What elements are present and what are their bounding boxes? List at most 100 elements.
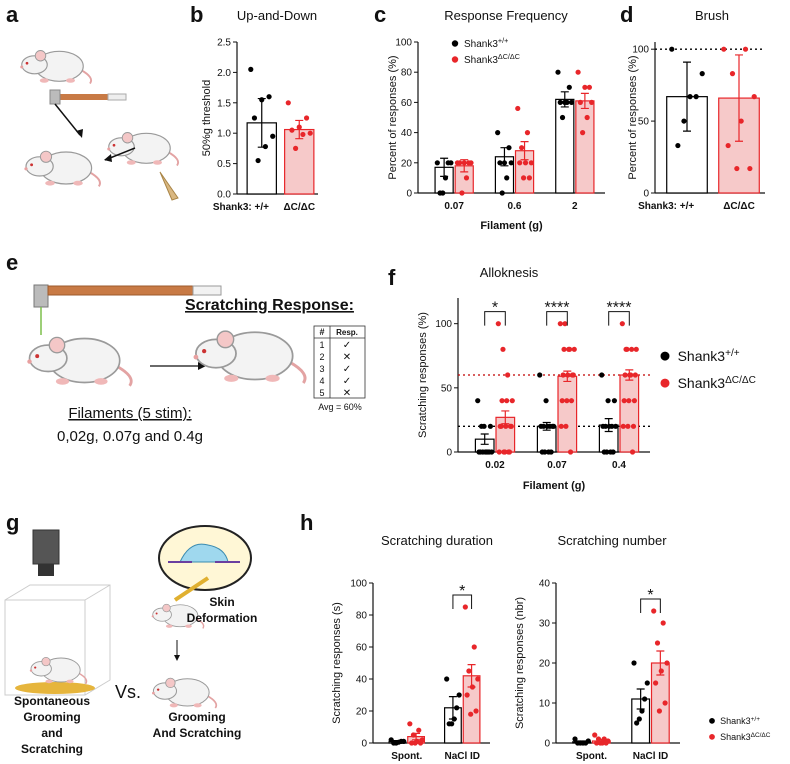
data-point <box>307 130 313 136</box>
table-cell: ✓ <box>343 340 351 351</box>
data-point <box>444 676 450 682</box>
data-point <box>475 398 481 404</box>
data-point <box>621 398 627 404</box>
data-point <box>416 727 422 733</box>
data-point <box>515 105 521 112</box>
legend-marker <box>451 56 459 63</box>
data-point <box>524 130 531 136</box>
data-point <box>594 740 600 746</box>
significance-bracket <box>452 594 473 609</box>
significance-bracket <box>546 311 568 326</box>
data-point <box>572 736 578 742</box>
caption: Scratching <box>21 742 83 756</box>
data-point <box>651 608 657 614</box>
data-point <box>262 143 269 150</box>
data-point <box>662 700 668 706</box>
table-cell: ✕ <box>343 352 351 363</box>
x-tick-label: +/+ <box>255 202 270 213</box>
significance-label: **** <box>545 300 570 317</box>
data-point <box>563 423 569 429</box>
data-point <box>412 740 418 746</box>
data-point <box>468 160 474 166</box>
illustration-a <box>19 49 180 201</box>
table-header: # <box>319 327 324 337</box>
x-axis-label: Filament (g) <box>480 220 543 232</box>
data-point <box>575 740 581 746</box>
table-header: Resp. <box>336 328 358 337</box>
data-point <box>520 175 527 181</box>
data-point <box>634 720 640 726</box>
data-point <box>503 423 509 429</box>
data-point <box>653 680 659 686</box>
table-cell: 2 <box>319 352 324 362</box>
data-point <box>499 190 505 196</box>
data-point <box>495 321 501 327</box>
y-axis-label: Scratching responses (%) <box>417 312 429 438</box>
data-point <box>627 372 633 378</box>
data-point <box>496 449 502 455</box>
chart-title: Scratching number <box>557 533 667 548</box>
y-tick-label: 40 <box>401 128 413 139</box>
data-point <box>457 160 463 166</box>
legend-superscript: +/+ <box>498 36 508 45</box>
caption: Skin <box>209 595 234 609</box>
data-point <box>559 398 565 404</box>
data-point <box>434 160 440 166</box>
legend-name: Shank3 <box>678 375 726 391</box>
table-cell: 1 <box>319 340 324 350</box>
legend-marker <box>709 733 715 740</box>
data-point <box>463 175 470 181</box>
y-tick-label: 1.5 <box>217 98 231 109</box>
y-tick-label: 0 <box>406 189 412 200</box>
data-point <box>497 160 503 166</box>
data-point <box>506 145 512 151</box>
y-tick-label: 0 <box>544 739 550 750</box>
data-point <box>451 716 457 722</box>
chart-title: Up-and-Down <box>237 8 317 23</box>
data-point <box>459 190 465 196</box>
y-axis-label: Scratching responses (s) <box>331 602 343 724</box>
data-point <box>500 346 506 352</box>
legend-superscript: ΔC/ΔC <box>725 375 756 386</box>
data-point <box>508 160 514 166</box>
data-point <box>623 346 629 352</box>
data-point <box>566 346 572 352</box>
caption: And Scratching <box>153 726 242 740</box>
data-point <box>631 660 637 666</box>
data-point <box>289 127 295 133</box>
data-point <box>266 94 272 100</box>
chart-title: Brush <box>695 8 729 23</box>
legend-entry: Shank3ΔC/ΔC <box>720 732 771 743</box>
data-point <box>600 423 606 429</box>
data-point <box>601 449 607 455</box>
data-point <box>725 142 731 149</box>
data-point <box>505 372 511 378</box>
data-point <box>564 99 570 105</box>
error-bar <box>735 54 743 142</box>
data-point <box>560 372 566 378</box>
data-point <box>584 114 590 121</box>
data-point <box>599 372 605 378</box>
significance-bracket <box>640 598 661 613</box>
y-axis-label: Scratching responses (nbr) <box>514 597 526 729</box>
y-tick-label: 2.0 <box>217 68 231 79</box>
y-tick-label: 0 <box>446 448 452 459</box>
y-tick-label: 60 <box>401 98 413 109</box>
data-point <box>669 46 675 52</box>
data-point <box>660 620 666 626</box>
data-point <box>658 668 664 674</box>
data-point <box>300 131 306 138</box>
data-point <box>569 372 576 378</box>
data-point <box>629 346 635 352</box>
data-point <box>495 130 501 136</box>
table-cell: ✓ <box>343 376 351 387</box>
table-cell: 5 <box>319 388 324 398</box>
data-point <box>664 660 670 666</box>
data-point <box>417 740 424 746</box>
y-tick-label: 20 <box>401 158 413 169</box>
y-tick-label: 80 <box>356 611 368 622</box>
x-tick-label: Spont. <box>391 751 422 762</box>
chart-title: Alloknesis <box>480 265 539 280</box>
data-point <box>484 449 490 455</box>
data-point <box>557 321 563 327</box>
